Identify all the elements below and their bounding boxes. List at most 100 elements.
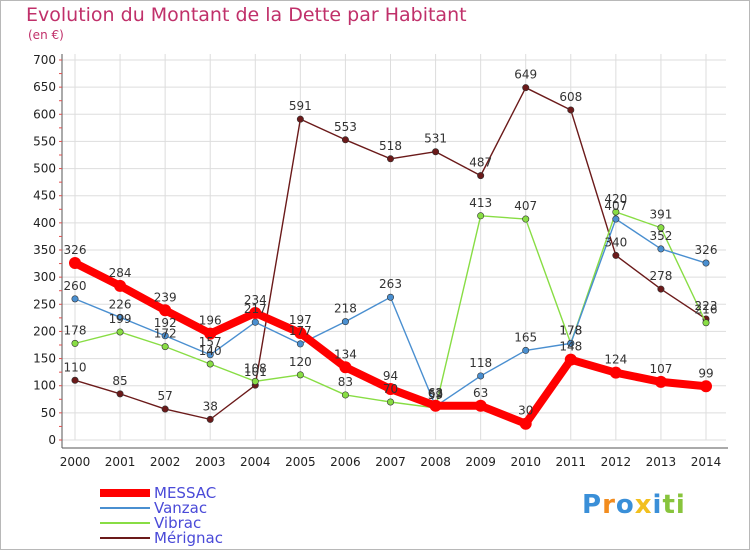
data-label: 178 bbox=[559, 323, 582, 337]
data-label: 326 bbox=[64, 243, 87, 257]
data-point bbox=[567, 339, 575, 347]
data-label: 59 bbox=[428, 388, 443, 402]
data-labels: 326 284 239 196 234 197 134 94 63 63 30 148 124 107 99… bbox=[64, 68, 718, 418]
x-tick-label: 2010 bbox=[510, 455, 541, 469]
data-point bbox=[206, 415, 214, 423]
y-tick-label: 200 bbox=[33, 324, 56, 338]
data-point bbox=[159, 304, 172, 317]
data-point bbox=[386, 398, 394, 406]
data-label: 223 bbox=[695, 299, 718, 313]
x-tick-label: 2009 bbox=[465, 455, 496, 469]
data-point bbox=[519, 417, 532, 430]
data-point bbox=[477, 212, 485, 220]
data-point bbox=[567, 106, 575, 114]
data-label: 178 bbox=[64, 323, 87, 337]
data-label: 487 bbox=[469, 156, 492, 170]
data-label: 197 bbox=[289, 313, 312, 327]
data-point bbox=[71, 339, 79, 347]
brand-letter: o bbox=[615, 490, 635, 520]
y-tick-label: 700 bbox=[33, 53, 56, 67]
data-label: 108 bbox=[244, 361, 267, 375]
data-label: 226 bbox=[109, 297, 132, 311]
y-tick-label: 300 bbox=[33, 270, 56, 284]
y-tick-label: 600 bbox=[33, 107, 56, 121]
data-label: 391 bbox=[649, 208, 672, 222]
data-point bbox=[116, 313, 124, 321]
data-point bbox=[341, 136, 349, 144]
data-label: 553 bbox=[334, 120, 357, 134]
data-point bbox=[657, 285, 665, 293]
data-point bbox=[251, 377, 259, 385]
data-point bbox=[657, 245, 665, 253]
chart-unit: (en €) bbox=[28, 28, 64, 42]
data-point bbox=[477, 372, 485, 380]
data-label: 284 bbox=[109, 266, 132, 280]
data-label: 518 bbox=[379, 139, 402, 153]
data-label: 172 bbox=[154, 327, 177, 341]
data-point bbox=[71, 295, 79, 303]
x-tick-label: 2000 bbox=[60, 455, 91, 469]
data-label: 326 bbox=[695, 243, 718, 257]
data-label: 260 bbox=[64, 279, 87, 293]
axes: 0 50 100 150 200 250 300 350 400 450 500 550 600 650 7… bbox=[33, 53, 728, 469]
y-tick-label: 150 bbox=[33, 352, 56, 366]
data-point bbox=[294, 327, 307, 340]
x-tick-label: 2013 bbox=[646, 455, 677, 469]
y-tick-label: 350 bbox=[33, 243, 56, 257]
x-tick-label: 2008 bbox=[420, 455, 451, 469]
y-tick-label: 100 bbox=[33, 379, 56, 393]
data-point bbox=[657, 224, 665, 232]
chart-title: Evolution du Montant de la Dette par Hab… bbox=[26, 4, 467, 26]
data-point bbox=[477, 172, 485, 180]
data-point bbox=[654, 375, 667, 388]
data-point bbox=[161, 343, 169, 351]
data-label: 107 bbox=[649, 362, 672, 376]
y-tick-label: 50 bbox=[41, 406, 56, 420]
data-label: 407 bbox=[514, 199, 537, 213]
data-point bbox=[386, 155, 394, 163]
y-tick-label: 250 bbox=[33, 297, 56, 311]
data-point bbox=[564, 353, 577, 366]
data-point bbox=[341, 391, 349, 399]
x-tick-label: 2007 bbox=[375, 455, 406, 469]
brand-letter: i bbox=[652, 490, 663, 520]
x-tick-label: 2003 bbox=[195, 455, 226, 469]
x-tick-label: 2014 bbox=[691, 455, 722, 469]
data-label: 57 bbox=[158, 389, 173, 403]
y-tick-label: 500 bbox=[33, 162, 56, 176]
brand-letter: P bbox=[582, 490, 603, 520]
data-label: 216 bbox=[695, 303, 718, 317]
data-label: 120 bbox=[289, 355, 312, 369]
data-label: 352 bbox=[649, 229, 672, 243]
data-label: 30 bbox=[518, 404, 533, 418]
data-label: 192 bbox=[154, 316, 177, 330]
data-point bbox=[522, 84, 530, 92]
data-point bbox=[386, 293, 394, 301]
data-point bbox=[612, 251, 620, 259]
legend-label: Mérignac bbox=[154, 529, 223, 547]
data-point bbox=[116, 390, 124, 398]
y-tick-label: 400 bbox=[33, 216, 56, 230]
data-label: 165 bbox=[514, 330, 537, 344]
data-label: 407 bbox=[604, 199, 627, 213]
data-label: 85 bbox=[112, 374, 127, 388]
data-point bbox=[339, 361, 352, 374]
data-label: 278 bbox=[649, 269, 672, 283]
data-label: 234 bbox=[244, 293, 267, 307]
legend-label: Vibrac bbox=[154, 514, 201, 532]
data-point bbox=[522, 346, 530, 354]
x-tick-label: 2012 bbox=[601, 455, 632, 469]
data-point bbox=[384, 382, 397, 395]
data-label: 63 bbox=[473, 386, 488, 400]
data-label: 199 bbox=[109, 312, 132, 326]
data-label: 94 bbox=[383, 369, 398, 383]
data-label: 217 bbox=[244, 302, 267, 316]
data-label: 101 bbox=[244, 365, 267, 379]
data-point bbox=[204, 327, 217, 340]
legend-label: MESSAC bbox=[154, 484, 216, 502]
data-point bbox=[296, 340, 304, 348]
data-point bbox=[432, 148, 440, 156]
